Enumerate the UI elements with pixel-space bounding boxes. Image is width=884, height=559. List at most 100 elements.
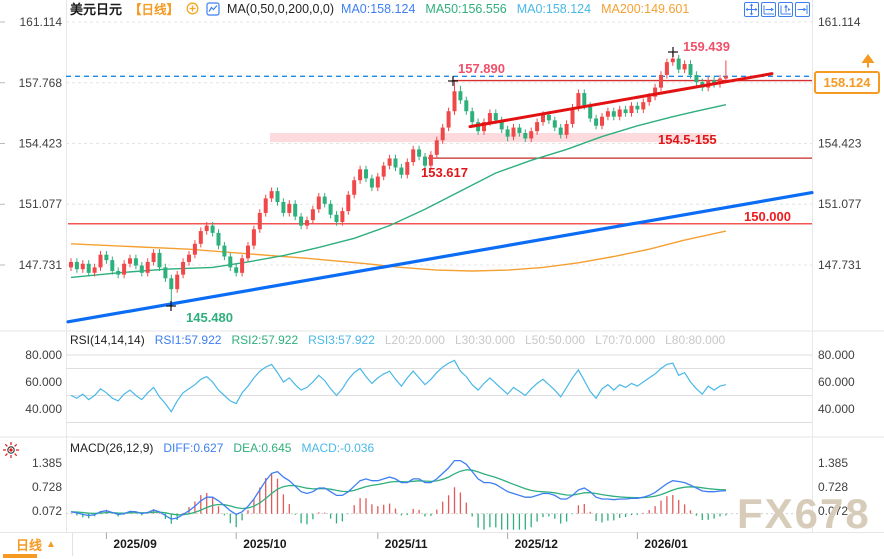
rsi-header-item-0: RSI(14,14,14) — [70, 333, 145, 347]
candle-body — [629, 105, 634, 114]
ma-settings-label: MA(0,50,0,200,0,0) — [227, 1, 335, 16]
candle-body — [541, 114, 545, 123]
rsi-header-item-3: RSI3:57.922 — [308, 333, 375, 347]
reset-view-icon — [797, 5, 808, 14]
candle-body — [198, 231, 203, 244]
candle-body — [682, 64, 687, 70]
candle-body — [564, 123, 569, 135]
y-axis-label-left: 154.423 — [19, 136, 63, 150]
candle-body — [263, 198, 268, 213]
candle-body — [464, 100, 469, 112]
candle-body — [151, 252, 156, 262]
candle-body — [316, 196, 321, 210]
candle-body — [434, 140, 439, 155]
candle-body — [664, 62, 669, 75]
candle-body — [169, 278, 174, 290]
period-label: 【日线】 — [129, 3, 180, 17]
rsi-axis-label-left: 40.000 — [25, 402, 62, 416]
price-marker-arrow-icon — [858, 52, 878, 74]
candle-body — [181, 261, 186, 275]
add-indicator-icon[interactable] — [186, 2, 199, 15]
reset-view-button[interactable] — [795, 2, 810, 17]
rsi-axis-label-right: 60.000 — [818, 375, 855, 389]
candle-body — [635, 105, 640, 110]
candle-body — [251, 229, 256, 246]
macd-header-item-3: MACD:-0.036 — [301, 441, 375, 455]
macd-axis-label-right: 0.728 — [818, 480, 848, 494]
watermark: FX678 — [737, 490, 871, 537]
candle-body — [411, 149, 416, 163]
candle-body — [192, 243, 197, 255]
y-axis-label-right: 147.731 — [818, 258, 862, 272]
candle-body — [594, 118, 599, 126]
macd-header-item-1: DIFF:0.627 — [163, 441, 224, 455]
sun-rays — [3, 442, 19, 458]
rsi-header-item-5: L30:30.000 — [454, 333, 515, 347]
candle-body — [287, 203, 292, 213]
macd-axis-label-right: 1.385 — [818, 456, 848, 470]
ma-value-1: MA50:156.556 — [425, 1, 507, 16]
diff-line — [70, 459, 726, 520]
scale-y-axis-button[interactable] — [778, 2, 793, 17]
candle-body — [98, 254, 103, 268]
candle-body — [157, 252, 162, 268]
candle-body — [187, 254, 191, 262]
rsi-header-item-2: RSI2:57.922 — [231, 333, 299, 347]
candle-body — [293, 203, 298, 217]
macd-axis-label-left: 0.072 — [32, 504, 62, 518]
rsi-header-item-1: RSI1:57.922 — [154, 333, 222, 347]
price-annotation: 159.439 — [683, 39, 730, 54]
candle-body — [529, 131, 534, 139]
candle-body — [299, 216, 304, 226]
candle-body — [647, 96, 652, 103]
symbol-title: 美元日元 — [70, 2, 123, 17]
timeframe-tab-daily[interactable]: 日线 ▲ — [0, 533, 73, 556]
macd-axis-label-left: 1.385 — [32, 456, 62, 470]
candle-body — [582, 93, 587, 106]
rsi-header-item-6: L50:50.000 — [525, 333, 586, 347]
candle-body — [122, 263, 127, 275]
indicator-highlight-icon[interactable] — [2, 441, 20, 464]
candle-body — [228, 256, 233, 268]
candle-body — [375, 176, 380, 188]
chevron-up-icon: ▲ — [46, 539, 56, 550]
x-axis-label: 2025/12 — [515, 537, 559, 551]
candle-body — [110, 260, 115, 272]
scale-x-axis-button[interactable] — [761, 2, 776, 17]
candle-body — [246, 245, 250, 259]
candle-body — [133, 258, 138, 266]
candle-body — [175, 274, 180, 290]
macd-header-item-0: MACD(26,12,9) — [70, 441, 154, 455]
price-annotation: 153.617 — [421, 165, 468, 180]
candle-body — [234, 267, 239, 273]
candle-body — [310, 209, 315, 221]
pan-tool-button[interactable] — [744, 2, 759, 17]
trendline — [66, 190, 814, 324]
candle-body — [576, 93, 581, 108]
candle-body — [470, 111, 475, 123]
ma-values: MA0:158.124 MA50:156.556 MA0:158.124 MA200:… — [341, 2, 689, 16]
candle-body — [334, 214, 339, 222]
candle-body — [405, 162, 410, 175]
candle-body — [381, 165, 386, 177]
candle-body — [659, 74, 663, 88]
trendline — [468, 72, 774, 129]
price-annotation: 154.5-155 — [658, 132, 717, 147]
dea-line — [70, 469, 726, 516]
pan-icon — [745, 3, 758, 16]
rsi-header-item-7: L70:70.000 — [595, 333, 656, 347]
candle-body — [641, 102, 646, 110]
candle-body — [546, 114, 551, 121]
candle-body — [275, 191, 280, 203]
rsi-axis-label-right: 40.000 — [818, 402, 855, 416]
ma50-line — [70, 104, 727, 279]
rsi-header-item-8: L80:80.000 — [665, 333, 726, 347]
active-tab-underline — [3, 554, 37, 558]
candle-body — [216, 232, 221, 246]
candles — [69, 52, 728, 306]
line-chart-icon[interactable] — [206, 1, 220, 16]
y-axis-label-left: 151.077 — [19, 197, 63, 211]
y-axis-label-right: 154.423 — [818, 136, 862, 150]
